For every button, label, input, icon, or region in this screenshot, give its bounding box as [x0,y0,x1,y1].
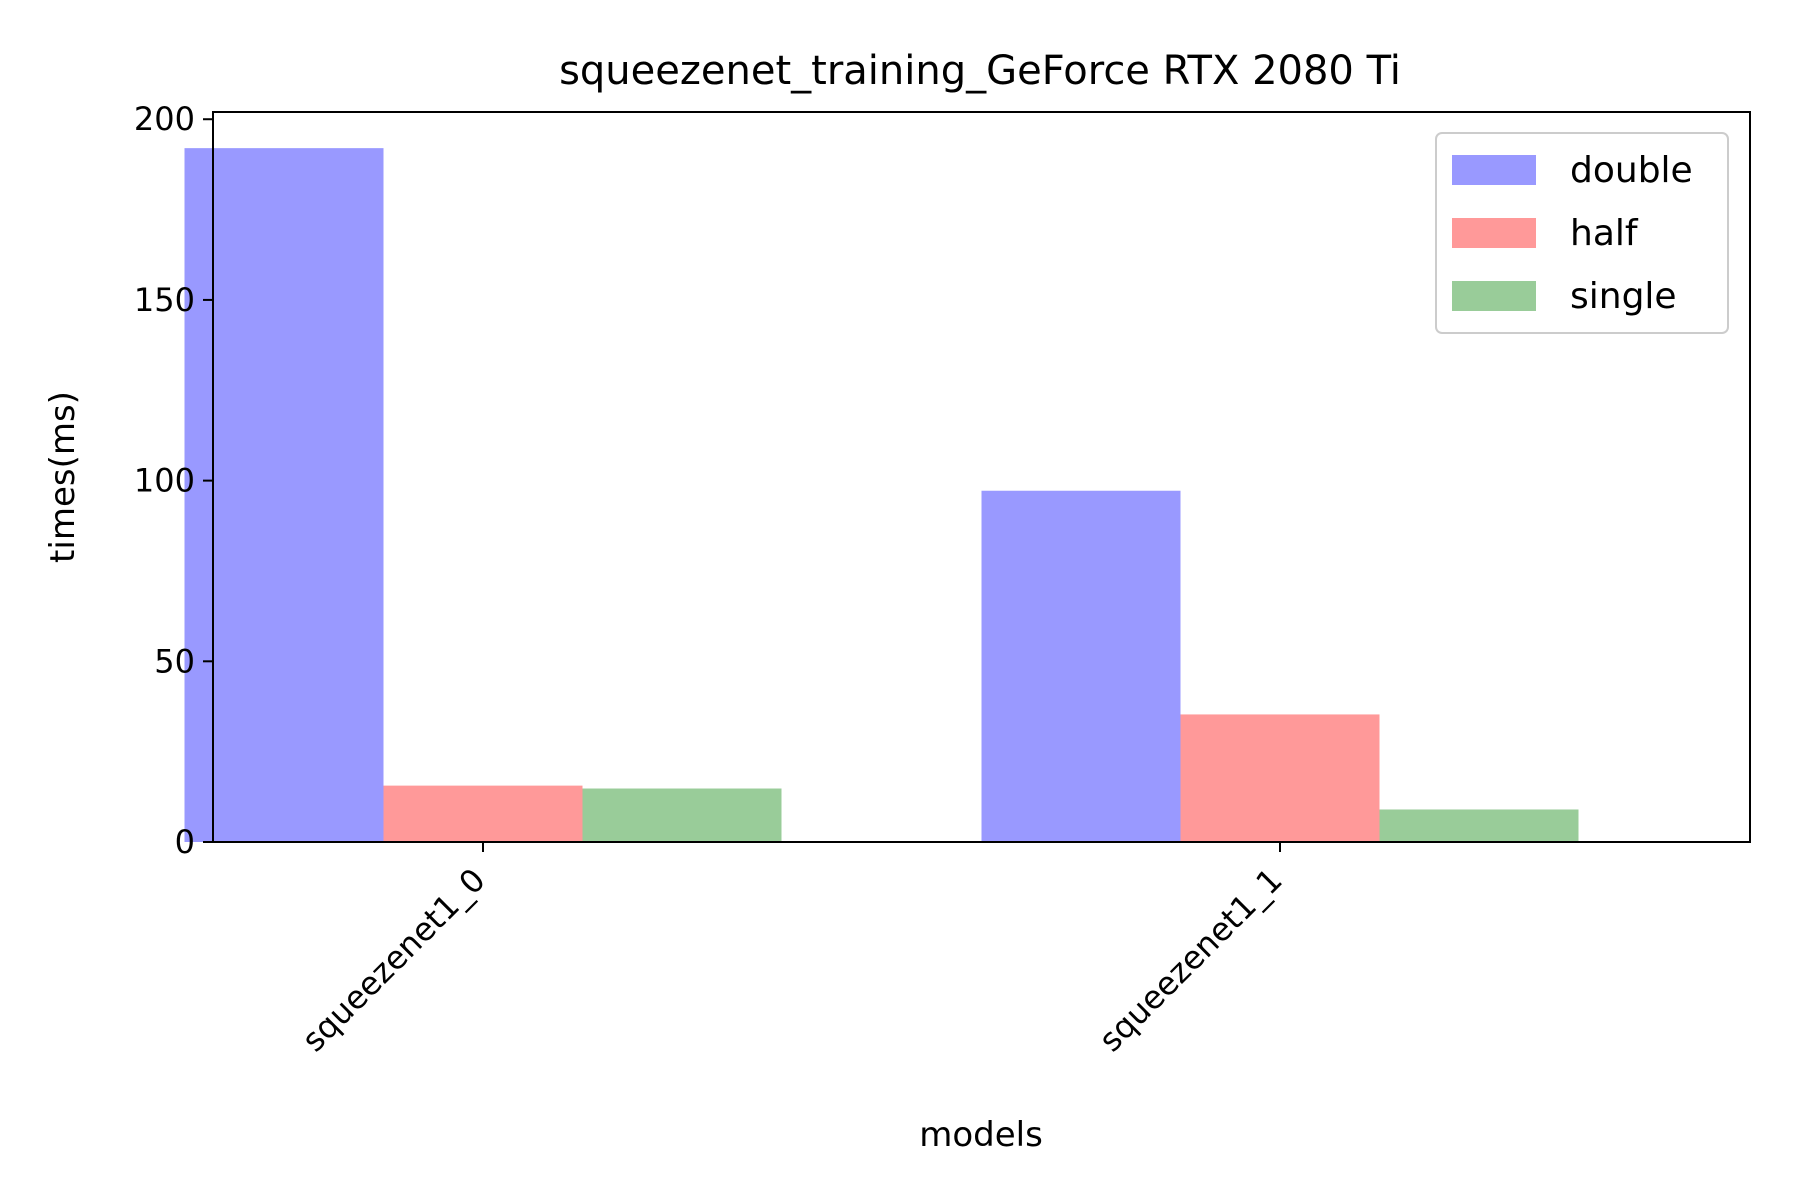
x-axis-label: models [919,1115,1043,1155]
legend-swatch-half [1452,218,1536,248]
legend-label-single: single [1570,276,1677,317]
bars-layer [184,148,1579,842]
x-tick-label: squeezenet1_1 [1091,861,1289,1059]
bar-single-squeezenet1_0 [582,788,782,842]
bar-half-squeezenet1_0 [383,785,583,842]
legend-swatch-double [1452,155,1536,185]
legend-label-half: half [1570,213,1639,254]
legend-items: double half single [1452,150,1693,317]
y-tick-label: 50 [154,642,195,680]
y-tick-label: 0 [175,823,195,861]
y-tick-label: 200 [134,100,195,138]
plot-area-frame [212,111,1751,843]
legend-label-double: double [1570,150,1693,191]
y-axis: 0 50 100 150 200 [134,100,213,861]
bar-half-squeezenet1_1 [1180,714,1380,842]
y-axis-label: times(ms) [43,391,83,563]
bar-double-squeezenet1_1 [981,490,1181,842]
x-axis: squeezenet1_0 squeezenet1_1 [294,842,1290,1059]
y-tick-label: 150 [134,281,195,319]
legend-swatch-single [1452,281,1536,311]
bar-single-squeezenet1_1 [1379,809,1579,842]
chart-title: squeezenet_training_GeForce RTX 2080 Ti [559,48,1401,94]
x-tick-label: squeezenet1_0 [294,861,492,1059]
bar-double-squeezenet1_0 [184,148,384,842]
legend: double half single [1435,132,1729,334]
y-tick-label: 100 [134,462,195,500]
